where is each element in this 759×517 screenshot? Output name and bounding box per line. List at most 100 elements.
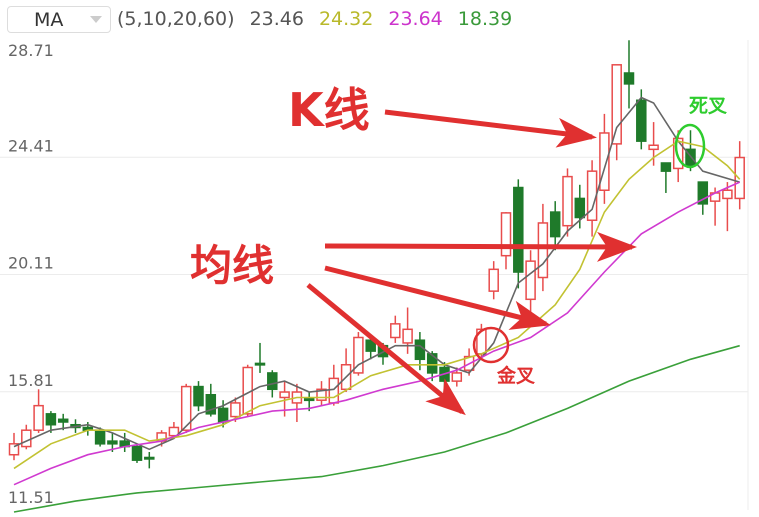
candle [193, 381, 204, 412]
candle-body [107, 440, 118, 445]
y-tick-label: 20.11 [8, 254, 54, 273]
candle [57, 413, 69, 431]
candle-body [685, 148, 696, 167]
candle-body [267, 372, 278, 391]
candle [45, 411, 57, 433]
candle [722, 182, 733, 232]
death-cross-label: 死叉 [689, 95, 728, 117]
candle [574, 184, 586, 229]
candle [734, 141, 745, 210]
candle-body [599, 132, 610, 191]
candle [119, 432, 130, 453]
candle-body [451, 372, 463, 382]
indicator-header: MA (5,10,20,60) 23.46 24.32 23.64 18.39 [0, 0, 759, 40]
candle-body [500, 212, 512, 257]
candle-body [623, 72, 635, 85]
indicator-label: MA [34, 8, 64, 31]
y-tick-label: 11.51 [8, 488, 54, 507]
y-tick-label: 28.71 [8, 41, 54, 60]
candle [525, 250, 536, 316]
candle [291, 383, 303, 423]
ma20-value: 23.64 [388, 8, 443, 30]
candle [537, 203, 549, 292]
candle-body [193, 385, 204, 407]
ma10-value: 24.32 [318, 8, 374, 30]
candle [21, 424, 32, 450]
candle [33, 389, 44, 433]
candle-body [180, 385, 192, 431]
candle-body [636, 99, 647, 142]
candle-body [672, 137, 684, 170]
candle-body [21, 429, 32, 448]
candle-body [734, 156, 745, 200]
candle-body [722, 189, 733, 200]
candle [660, 162, 672, 193]
candle-body [414, 339, 426, 361]
candle [549, 201, 561, 251]
ma-line-label: 均线 [190, 241, 274, 290]
candle [636, 89, 647, 150]
candle [353, 332, 364, 376]
candle-body [513, 186, 524, 273]
candle-body [611, 64, 622, 145]
golden-cross-circle [472, 326, 510, 364]
candle-body [131, 445, 143, 461]
ma-arrow-1 [324, 231, 637, 262]
ma5-line [13, 96, 740, 451]
ma60-value: 18.39 [457, 8, 513, 30]
candle-body [402, 328, 413, 344]
ma-params: (5,10,20,60) [117, 8, 235, 30]
candle-body [254, 362, 266, 366]
candle [205, 383, 217, 417]
y-tick-label: 24.41 [8, 136, 54, 155]
candle-body [316, 388, 327, 401]
candle [390, 315, 401, 343]
candle [254, 342, 266, 373]
kline-label: K线 [288, 83, 370, 137]
kline-arrow [384, 109, 597, 148]
candle-body [426, 353, 438, 374]
candle-body [8, 443, 20, 456]
candle-body [230, 402, 241, 418]
y-tick-label: 15.81 [8, 371, 54, 390]
candle [672, 130, 684, 183]
candle-body [525, 260, 536, 301]
death-cross-circle [674, 123, 706, 169]
candle [709, 187, 721, 226]
candle-body [279, 391, 290, 399]
candle-body [303, 398, 315, 402]
ma-arrow-2 [324, 265, 551, 330]
candle-body [549, 211, 561, 238]
ma10-line [13, 140, 741, 470]
candle [697, 181, 709, 215]
candle-body [537, 222, 549, 279]
candle-body [562, 175, 573, 227]
candle [267, 370, 278, 398]
golden-cross-label: 金叉 [496, 364, 536, 387]
candle [648, 122, 659, 166]
candle [500, 212, 512, 270]
candle-body [574, 197, 586, 219]
candle-body [353, 336, 364, 374]
indicator-dropdown[interactable]: MA [7, 6, 111, 33]
candle [340, 348, 352, 393]
ma-arrow-3 [306, 283, 466, 416]
candle [611, 64, 622, 161]
candle-body [144, 456, 155, 460]
candle [562, 168, 573, 237]
ma20-line [13, 181, 741, 486]
candle-body [33, 404, 44, 431]
candle-body [217, 407, 229, 423]
candle [131, 443, 143, 463]
candle-body [648, 144, 659, 151]
candle [316, 381, 327, 406]
candle-body [390, 323, 401, 339]
candle-body [45, 413, 57, 426]
ma60-line [13, 344, 740, 513]
candle-body [168, 426, 180, 437]
candle [144, 452, 155, 469]
candle-body [697, 181, 709, 205]
candle-body [205, 393, 217, 415]
